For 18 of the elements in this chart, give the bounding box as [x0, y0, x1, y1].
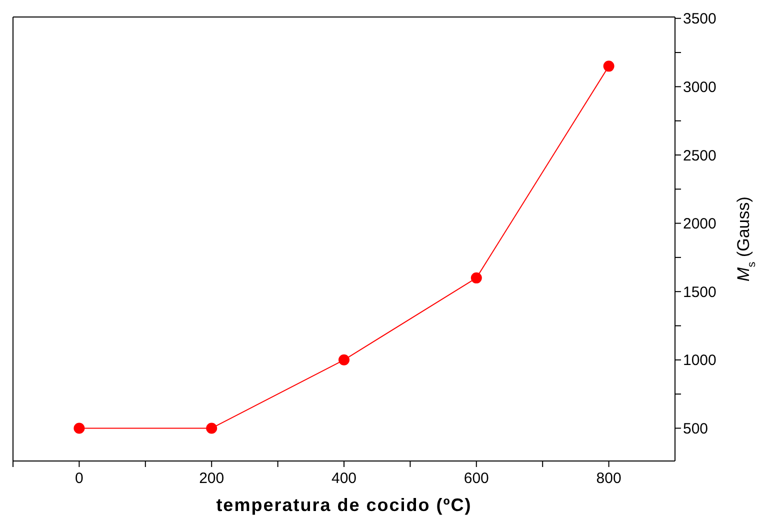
point — [603, 60, 614, 72]
point — [338, 354, 350, 366]
y-tick-label: 1500 — [683, 284, 716, 301]
y-tick-label: 2000 — [683, 216, 716, 233]
point — [74, 422, 85, 434]
y-tick-label: 3500 — [683, 10, 716, 28]
point — [470, 272, 482, 284]
y-tick-label: 1000 — [683, 352, 716, 370]
point — [206, 422, 218, 434]
x-tick-label: 800 — [596, 470, 622, 487]
x-tick-label: 600 — [464, 470, 489, 487]
y-tick-label: 3000 — [683, 79, 716, 96]
x-tick-label: 400 — [331, 470, 357, 487]
x-tick-label: 0 — [75, 470, 84, 487]
x-tick-label: 200 — [199, 470, 224, 487]
y-tick-label: 500 — [683, 420, 708, 438]
y-tick-label: 2500 — [683, 147, 716, 164]
x-axis-title: temperatura de cocido (ºC) — [216, 495, 472, 515]
